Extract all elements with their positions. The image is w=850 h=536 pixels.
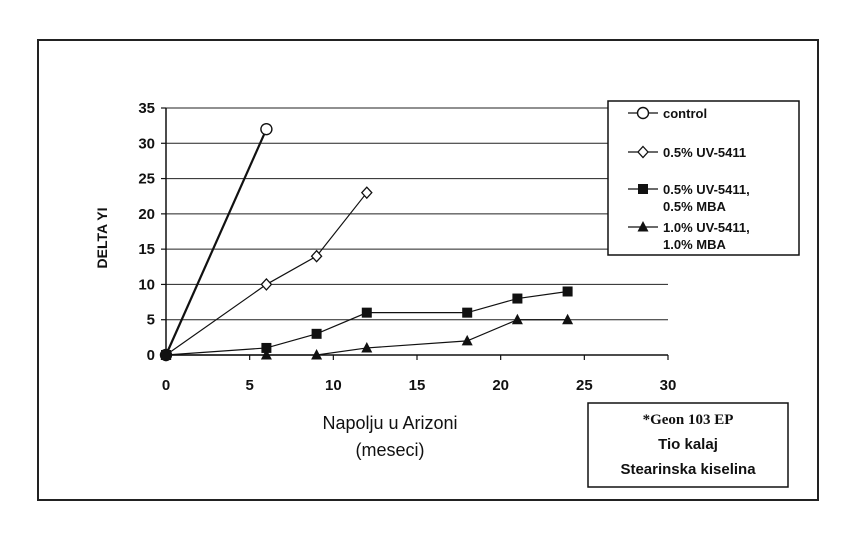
x-tick-label-6: 30 bbox=[660, 377, 677, 394]
data-point-s3-0 bbox=[160, 349, 172, 360]
data-point-s3-3 bbox=[361, 341, 373, 353]
legend-label-1-0: 0.5% UV-5411 bbox=[663, 145, 746, 160]
data-point-s2-2 bbox=[311, 328, 322, 339]
annotation-box: *Geon 103 EP Tio kalaj Stearinska kiseli… bbox=[587, 402, 789, 488]
x-tick-label-1: 5 bbox=[245, 377, 253, 394]
data-point-s2-6 bbox=[562, 286, 573, 297]
legend-marker-3 bbox=[637, 221, 649, 232]
data-point-s2-3 bbox=[361, 307, 372, 318]
data-point-s3-5 bbox=[511, 313, 523, 325]
data-point-s3-6 bbox=[562, 313, 574, 325]
data-point-s2-1 bbox=[261, 342, 272, 353]
data-point-s2-4 bbox=[462, 307, 473, 318]
x-tick-label-2: 10 bbox=[325, 377, 342, 394]
y-tick-labels: 0 5 10 15 20 25 30 35 bbox=[138, 100, 155, 364]
series-lines bbox=[164, 128, 568, 356]
x-tick-label-4: 20 bbox=[492, 377, 509, 394]
y-tick-label-6: 30 bbox=[138, 135, 155, 152]
data-point-s3-1 bbox=[260, 349, 272, 360]
y-tick-label-0: 0 bbox=[147, 347, 155, 364]
y-axis-label: DELTA YI bbox=[94, 208, 110, 269]
gridlines bbox=[166, 107, 668, 321]
legend-marker-2 bbox=[638, 184, 648, 194]
x-tick-label-5: 25 bbox=[576, 377, 593, 394]
y-tick-label-7: 35 bbox=[138, 100, 155, 117]
y-tick-label-1: 5 bbox=[147, 312, 155, 329]
y-tick-label-3: 15 bbox=[138, 241, 155, 258]
legend-marker-1 bbox=[637, 145, 649, 159]
x-axis-label-line1: Napolju u Arizoni bbox=[322, 413, 457, 433]
data-point-s2-5 bbox=[512, 293, 523, 304]
series-line-0 bbox=[164, 128, 268, 356]
annotation-line1: *Geon 103 EP bbox=[643, 412, 734, 428]
y-tick-label-4: 20 bbox=[138, 206, 155, 223]
legend-label-3-0: 1.0% UV-5411, bbox=[663, 220, 750, 235]
y-tick-label-2: 10 bbox=[138, 276, 155, 293]
x-tick-labels: 0 5 10 15 20 25 30 bbox=[162, 377, 677, 394]
annotation-line3: Stearinska kiselina bbox=[620, 461, 756, 478]
x-tick-label-3: 15 bbox=[409, 377, 426, 394]
data-point-s3-2 bbox=[311, 349, 323, 360]
data-point-s1-2 bbox=[310, 249, 323, 263]
legend-marker-0 bbox=[636, 106, 650, 120]
y-tick-label-5: 25 bbox=[138, 171, 155, 188]
annotation-frame bbox=[587, 402, 789, 488]
legend-label-3-1: 1.0% MBA bbox=[663, 237, 726, 252]
legend: control 0.5% UV-5411 0.5% UV-5411, 0.5% MBA… bbox=[607, 100, 800, 256]
data-point-s3-4 bbox=[461, 334, 473, 346]
axes bbox=[161, 107, 669, 360]
legend-label-2-1: 0.5% MBA bbox=[663, 199, 726, 214]
data-point-s1-3 bbox=[360, 186, 373, 200]
data-point-s0-1 bbox=[260, 122, 273, 136]
series-markers bbox=[159, 122, 574, 362]
data-point-s1-1 bbox=[260, 277, 273, 291]
x-tick-label-0: 0 bbox=[162, 377, 170, 394]
annotation-line2: Tio kalaj bbox=[658, 436, 718, 453]
legend-label-2-0: 0.5% UV-5411, bbox=[663, 182, 750, 197]
legend-label-0-0: control bbox=[663, 106, 707, 121]
series-line-1 bbox=[165, 192, 368, 356]
legend-items: control 0.5% UV-5411 0.5% UV-5411, 0.5% MBA… bbox=[628, 106, 750, 252]
x-axis-label-line2: (meseci) bbox=[355, 440, 424, 460]
